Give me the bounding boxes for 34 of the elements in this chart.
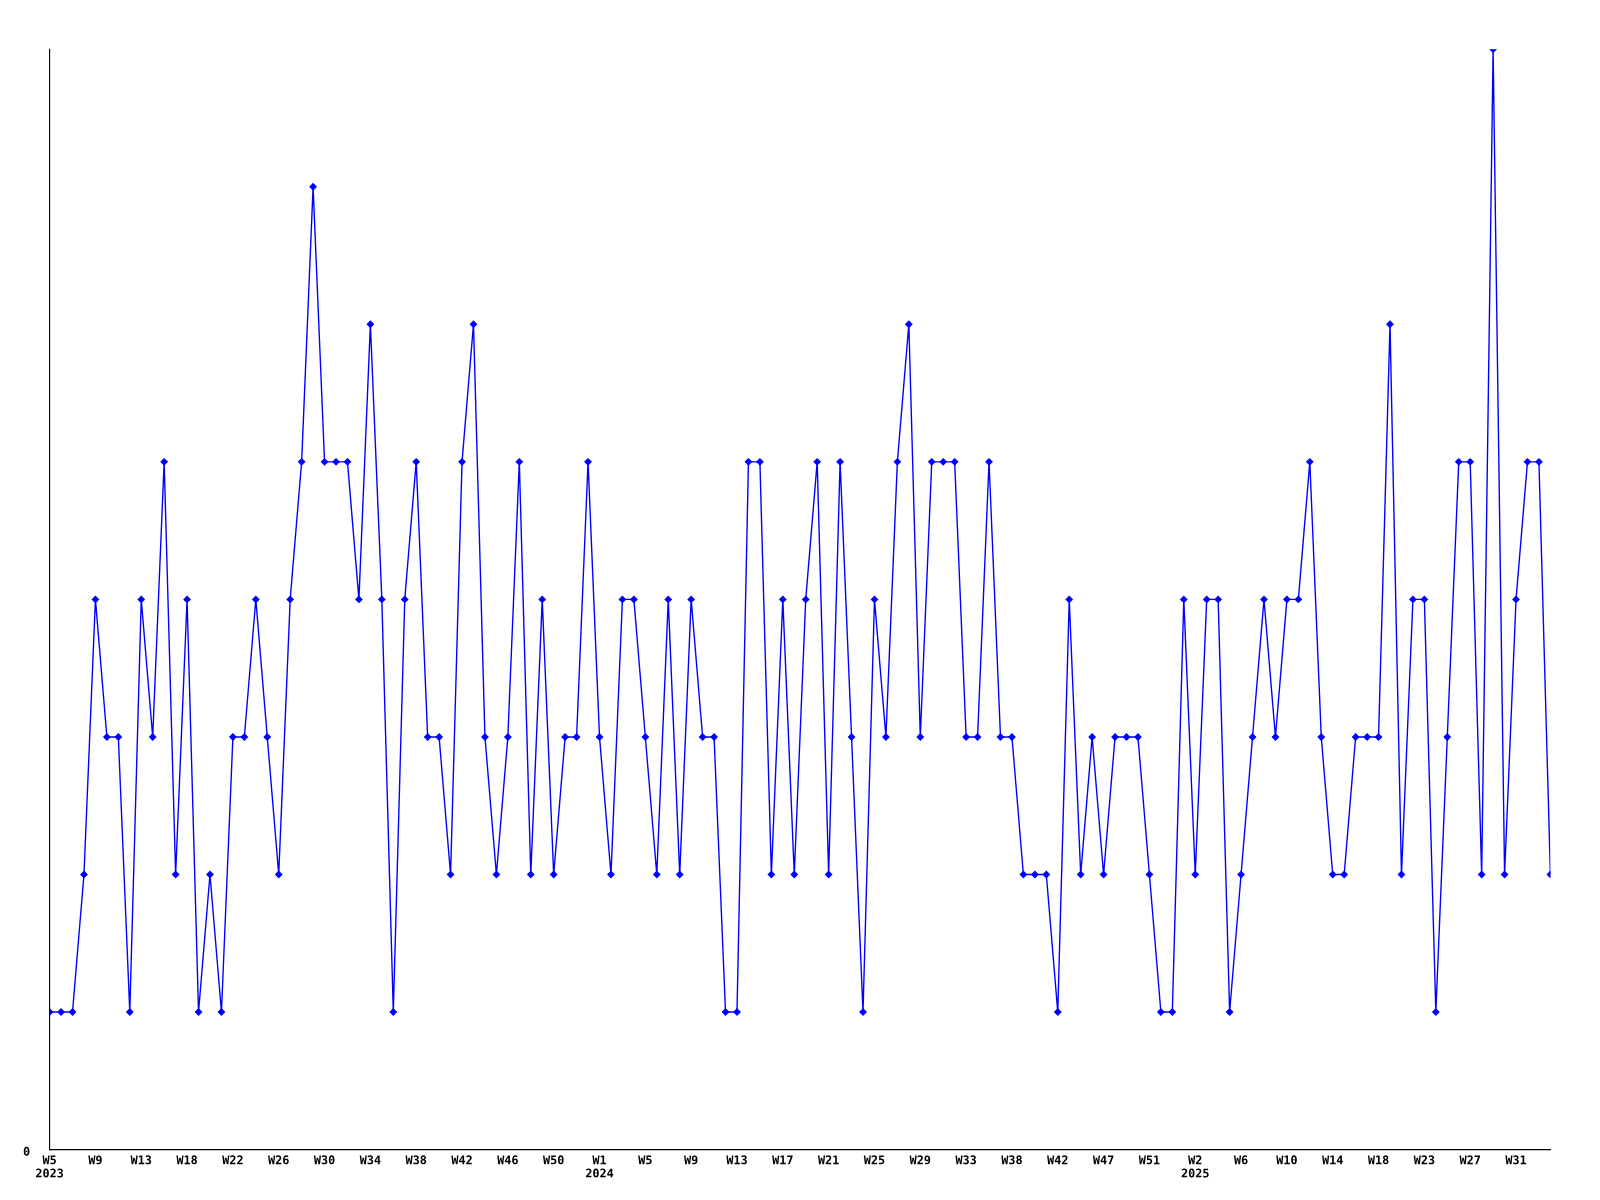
x-tick-label: W47 (1092, 1155, 1114, 1165)
x-tick-label: W30 (313, 1155, 335, 1165)
x-tick-label: W1 2024 (585, 1155, 614, 1178)
x-tick-label: W5 (638, 1155, 652, 1165)
x-tick-label: W10 (1276, 1155, 1297, 1165)
x-tick-label: W13 (726, 1155, 747, 1165)
x-tick-label: W21 (817, 1155, 839, 1165)
x-tick-label: W9 (684, 1155, 698, 1165)
x-tick-label: W17 (772, 1155, 793, 1165)
x-tick-label: W42 (1047, 1155, 1068, 1165)
x-tick-label: W33 (955, 1155, 977, 1165)
x-tick-label: W25 (863, 1155, 885, 1165)
x-tick-label: W50 (543, 1155, 564, 1165)
x-tick-label: W18 (176, 1155, 197, 1165)
x-tick-label: W31 (1505, 1155, 1527, 1165)
x-tick-label: W38 (1001, 1155, 1022, 1165)
x-tick-label: W34 (359, 1155, 381, 1165)
x-tick-label: W42 (451, 1155, 472, 1165)
x-tick-label: W14 (1322, 1155, 1343, 1165)
x-tick-label: W13 (130, 1155, 152, 1165)
x-tick-label: W38 (405, 1155, 427, 1165)
text: 0 (23, 1146, 30, 1156)
x-tick-label: W27 (1459, 1155, 1480, 1165)
x-tick-label: W6 (1233, 1155, 1248, 1165)
x-tick-label: W29 (909, 1155, 931, 1165)
x-tick-label: W22 (222, 1155, 243, 1165)
x-tick-label: W9 (88, 1155, 102, 1165)
x-tick-label: W5 2023 (36, 1155, 64, 1178)
x-tick-label: W51 (1138, 1155, 1160, 1165)
x-tick-label: W18 (1367, 1155, 1389, 1165)
x-tick-label: W23 (1413, 1155, 1435, 1165)
x-tick-label: W46 (497, 1155, 518, 1165)
x-tick-label: W26 (268, 1155, 289, 1165)
x-tick-label: W2 2025 (1181, 1155, 1209, 1178)
